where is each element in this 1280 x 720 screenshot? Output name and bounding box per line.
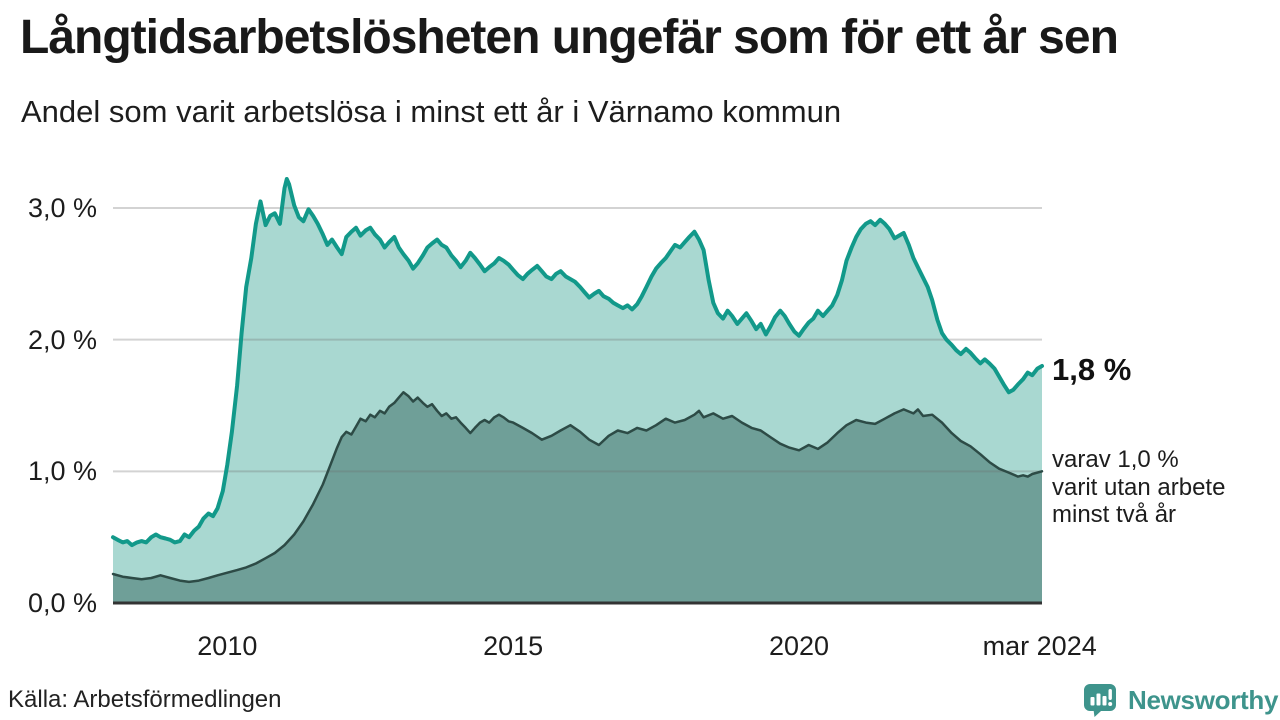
area-fill-two-years bbox=[113, 392, 1042, 603]
newsworthy-icon bbox=[1084, 684, 1116, 717]
newsworthy-wordmark: Newsworthy bbox=[1128, 684, 1279, 715]
chart-subtitle: Andel som varit arbetslösa i minst ett å… bbox=[21, 94, 842, 129]
y-tick-label: 3,0 % bbox=[27, 192, 97, 223]
y-tick-label: 2,0 % bbox=[27, 324, 97, 355]
x-tick-label: 2010 bbox=[197, 631, 258, 661]
source-label: Källa: Arbetsförmedlingen bbox=[8, 686, 282, 713]
secondary-value-line2: varit utan arbete bbox=[1052, 473, 1226, 501]
line-one-year bbox=[111, 177, 1044, 548]
line-two-years bbox=[111, 391, 1044, 584]
y-tick-label: 1,0 % bbox=[27, 456, 97, 487]
y-tick-label: 0,0 % bbox=[27, 588, 97, 618]
page-title: Långtidsarbetslösheten ungefär som för e… bbox=[20, 11, 1119, 64]
secondary-value-line1: varav 1,0 % bbox=[1052, 446, 1179, 473]
x-tick-label: mar 2024 bbox=[982, 631, 1097, 661]
secondary-value-line3: minst två år bbox=[1052, 501, 1177, 528]
latest-value-label: 1,8 % bbox=[1052, 352, 1132, 387]
x-tick-label: 2015 bbox=[483, 631, 544, 661]
x-tick-label: 2020 bbox=[768, 631, 830, 661]
newsworthy-logo: Newsworthy bbox=[1083, 683, 1278, 717]
secondary-value-label: varav 1,0 % varit utan arbete minst två … bbox=[1052, 446, 1225, 529]
